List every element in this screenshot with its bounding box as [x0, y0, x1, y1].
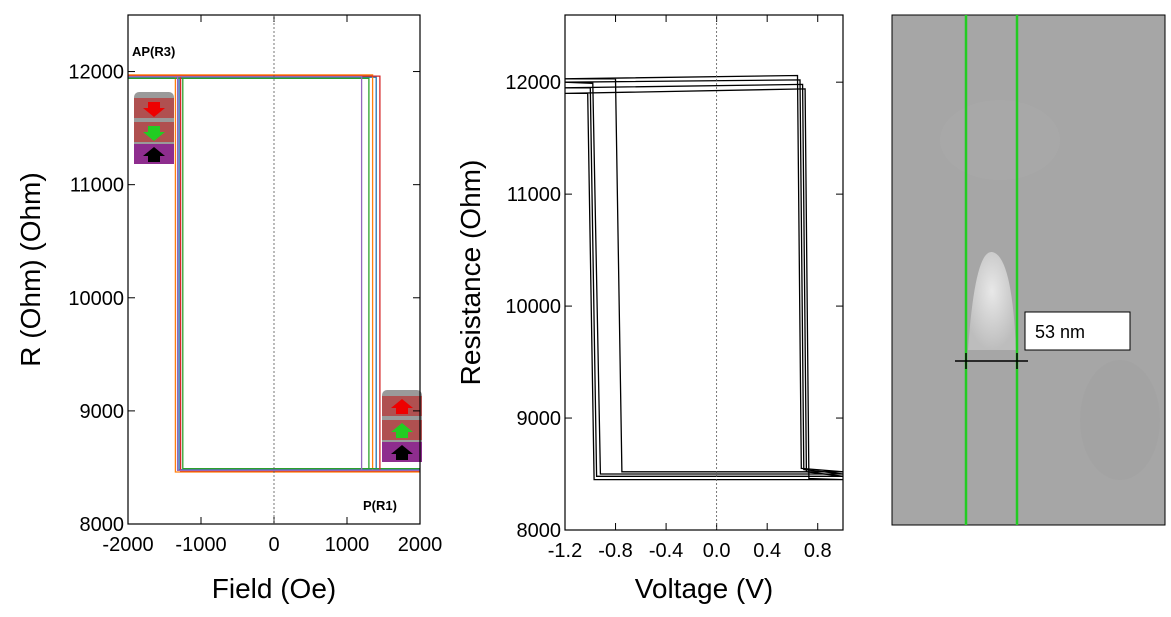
loop-line: [128, 77, 420, 470]
x-axis-title: Voltage (V): [635, 573, 774, 604]
x-tick-label: -0.4: [649, 540, 683, 562]
y-tick-label: 12000: [505, 72, 561, 94]
x-tick-label: -2000: [102, 534, 153, 556]
x-tick-label: -1000: [175, 534, 226, 556]
y-tick-label: 11000: [507, 184, 561, 206]
annotation: P(R1): [363, 498, 397, 513]
plot-frame: [564, 14, 844, 531]
mtj-icon-p: [382, 390, 422, 462]
sem-image: 53 nm: [891, 14, 1166, 526]
y-tick-label: 9000: [80, 401, 125, 423]
y-tick-label: 10000: [505, 296, 561, 318]
y-tick-label: 8000: [80, 514, 125, 536]
y-tick-label: 11000: [70, 175, 124, 197]
y-tick-label: 8000: [517, 520, 562, 542]
x-tick-label: -0.8: [598, 540, 632, 562]
y-tick-label: 10000: [68, 288, 124, 310]
x-tick-label: 2000: [398, 534, 443, 556]
loop-line: [128, 75, 420, 471]
x-tick-label: -1.2: [548, 540, 582, 562]
y-axis-title: Resistance (Ohm): [455, 160, 486, 386]
loop-line: [128, 74, 420, 473]
x-axis-title: Field (Oe): [212, 573, 336, 604]
mtj-icon-ap: [134, 92, 174, 164]
annotation: AP(R3): [132, 44, 175, 59]
x-tick-label: 0.0: [703, 540, 731, 562]
x-tick-label: 0: [268, 534, 279, 556]
x-tick-label: 1000: [325, 534, 370, 556]
x-tick-label: 0.4: [753, 540, 781, 562]
y-tick-label: 9000: [517, 408, 562, 430]
x-tick-label: 0.8: [804, 540, 832, 562]
y-tick-label: 12000: [68, 62, 124, 84]
scale-label: 53 nm: [1035, 322, 1085, 342]
y-axis-title: R (Ohm) (Ohm): [15, 172, 46, 366]
